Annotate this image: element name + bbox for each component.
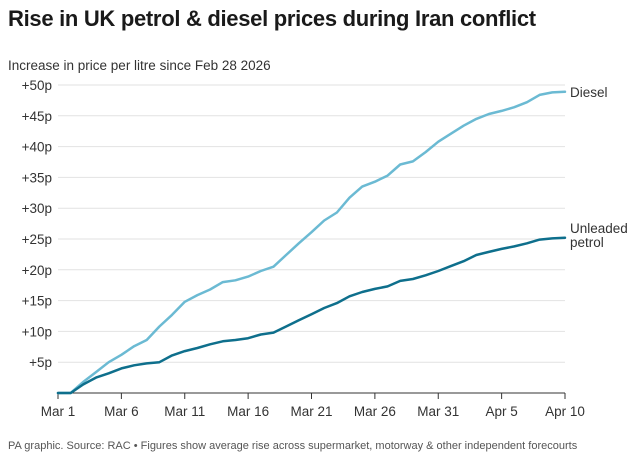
series-label-line: Diesel xyxy=(570,85,608,100)
y-tick-label: +45p xyxy=(22,109,52,124)
chart-subtitle: Increase in price per litre since Feb 28… xyxy=(8,58,271,73)
x-tick-label: Mar 1 xyxy=(41,404,76,419)
x-tick-label: Mar 11 xyxy=(164,404,205,419)
series-label-line: petrol xyxy=(570,235,604,250)
y-tick-label: +30p xyxy=(22,201,52,216)
x-tick-label: Mar 16 xyxy=(227,404,269,419)
y-tick-label: +10p xyxy=(22,324,52,339)
y-tick-label: +25p xyxy=(22,232,52,247)
y-tick-label: +5p xyxy=(29,355,52,370)
y-tick-label: +15p xyxy=(22,294,52,309)
series-lines xyxy=(56,90,567,395)
y-tick-label: +35p xyxy=(22,170,52,185)
source-footnote: PA graphic. Source: RAC • Figures show a… xyxy=(8,440,578,452)
x-tick-label: Apr 5 xyxy=(485,404,517,419)
x-tick-label: Apr 10 xyxy=(545,404,585,419)
y-tick-label: +20p xyxy=(22,263,52,278)
x-tick-label: Mar 26 xyxy=(354,404,396,419)
series-labels: Diesel Unleaded petrol xyxy=(570,85,628,250)
series-line-unleaded-petrol xyxy=(56,236,567,395)
chart-title: Rise in UK petrol & diesel prices during… xyxy=(8,6,536,31)
gridlines xyxy=(58,84,565,363)
x-tick-label: Mar 21 xyxy=(290,404,332,419)
x-tick-label: Mar 6 xyxy=(104,404,139,419)
y-tick-label: +50p xyxy=(22,78,52,93)
axes: +5p +10p +15p +20p +25p +30p +35p +40p +45p +50p M… xyxy=(22,78,585,419)
series-line-diesel xyxy=(56,90,567,395)
y-tick-label: +40p xyxy=(22,140,52,155)
x-tick-label: Mar 31 xyxy=(417,404,459,419)
series-label-line: Unleaded xyxy=(570,221,628,236)
series-label-unleaded-petrol: Unleaded petrol xyxy=(570,221,628,250)
series-label-diesel: Diesel xyxy=(570,85,608,100)
